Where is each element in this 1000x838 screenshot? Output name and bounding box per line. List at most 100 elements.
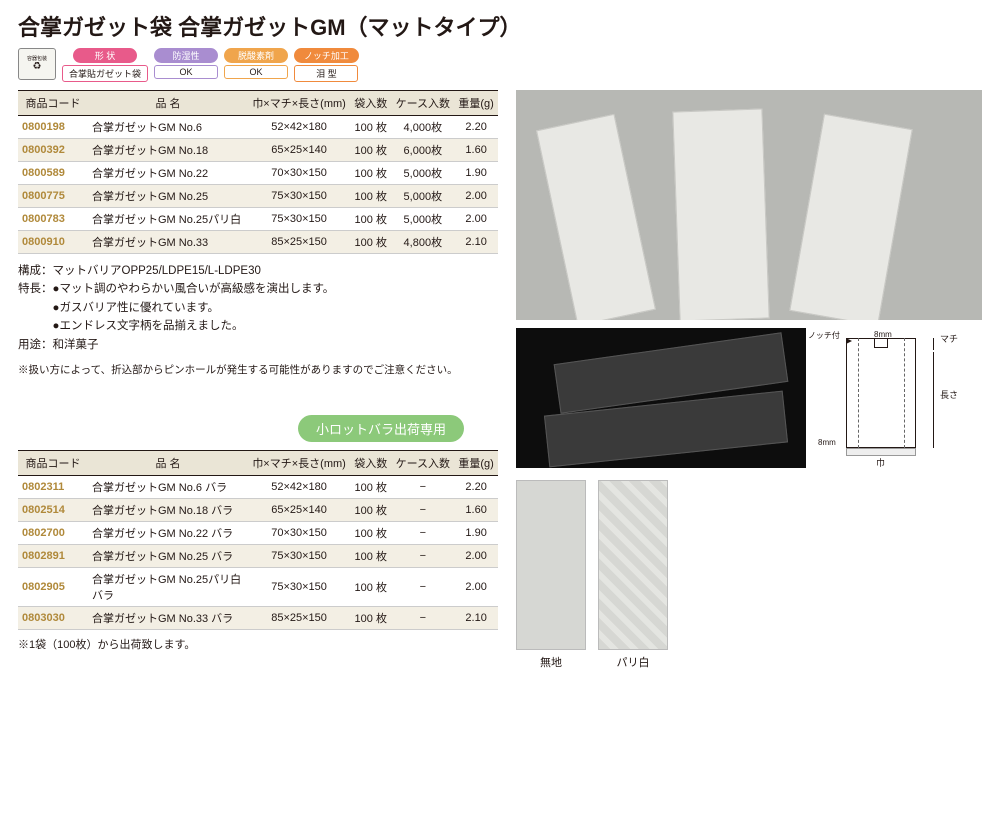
page-title: 合掌ガゼット袋 合掌ガゼットGM（マットタイプ） (18, 10, 982, 42)
dimension-diagram: 8mm ノッチ付 マチ 長さ 8mm 巾 (816, 328, 966, 468)
table-cell: 75×30×150 (248, 544, 350, 567)
table-header-cell: 巾×マチ×長さ(mm) (248, 91, 350, 116)
table-cell: 0800783 (18, 208, 88, 231)
table-cell: 5,000枚 (391, 162, 454, 185)
table-row: 0802700合掌ガゼットGM No.22 バラ70×30×150100 枚−1… (18, 521, 498, 544)
table-cell: 2.00 (454, 544, 498, 567)
table-cell: 100 枚 (350, 231, 391, 254)
features-label: 特長： (18, 283, 53, 295)
table-cell: 100 枚 (350, 567, 391, 606)
table-cell: 合掌ガゼットGM No.18 (88, 139, 248, 162)
table-cell: − (391, 521, 454, 544)
property-badge: ノッチ加工泪 型 (294, 48, 359, 82)
table-cell: 65×25×140 (248, 498, 350, 521)
table-cell: 65×25×140 (248, 139, 350, 162)
table-cell: 合掌ガゼットGM No.33 バラ (88, 606, 248, 629)
table-header-cell: 袋入数 (350, 91, 391, 116)
table-cell: 2.10 (454, 231, 498, 254)
table-cell: 75×30×150 (248, 208, 350, 231)
table-cell: 70×30×150 (248, 162, 350, 185)
table-row: 0800783合掌ガゼットGM No.25パリ白75×30×150100 枚5,… (18, 208, 498, 231)
spec-table-1: 商品コード品 名巾×マチ×長さ(mm)袋入数ケース入数重量(g) 0800198… (18, 90, 498, 254)
table-cell: 75×30×150 (248, 567, 350, 606)
table-cell: 合掌ガゼットGM No.25 バラ (88, 544, 248, 567)
table-cell: 0802905 (18, 567, 88, 606)
table-cell: 85×25×150 (248, 231, 350, 254)
badge-label-top: ノッチ加工 (294, 48, 359, 63)
property-badge: 形 状合掌貼ガゼット袋 (62, 48, 148, 82)
table-cell: 0800910 (18, 231, 88, 254)
table-cell: 85×25×150 (248, 606, 350, 629)
table-header-cell: 商品コード (18, 450, 88, 475)
table-cell: 52×42×180 (248, 116, 350, 139)
table-cell: 2.10 (454, 606, 498, 629)
spec-table-2: 商品コード品 名巾×マチ×長さ(mm)袋入数ケース入数重量(g) 0802311… (18, 450, 498, 630)
table-cell: − (391, 567, 454, 606)
table-header-cell: 袋入数 (350, 450, 391, 475)
product-photo-dark (516, 328, 806, 468)
property-badge: 脱酸素剤OK (224, 48, 288, 82)
feature-line: ●ガスバリア性に優れています。 (53, 302, 219, 314)
table-cell: 100 枚 (350, 475, 391, 498)
small-lot-tag: 小ロットバラ出荷専用 (298, 415, 464, 442)
table-header-cell: 重量(g) (454, 91, 498, 116)
property-badge: 防湿性 OK (154, 48, 218, 82)
table-row: 0800910合掌ガゼットGM No.3385×25×150100 枚4,800… (18, 231, 498, 254)
dim-label-8mm-bot: 8mm (818, 438, 836, 447)
table-row: 0802891合掌ガゼットGM No.25 バラ75×30×150100 枚−2… (18, 544, 498, 567)
table-cell: 0803030 (18, 606, 88, 629)
table-cell: 100 枚 (350, 116, 391, 139)
badge-label-top: 形 状 (73, 48, 137, 63)
badge-label-bottom: OK (154, 65, 218, 79)
swatch-plain (516, 480, 586, 650)
table-cell: 100 枚 (350, 498, 391, 521)
dim-label-machi: マチ (940, 332, 958, 345)
table-cell: 100 枚 (350, 521, 391, 544)
table-cell: − (391, 475, 454, 498)
table-cell: 2.20 (454, 475, 498, 498)
cert-mark-icon: 容器包装 ♻ (18, 48, 56, 80)
dim-label-8mm-top: 8mm (874, 330, 892, 339)
badge-label-top: 脱酸素剤 (224, 48, 288, 63)
table-header-cell: 重量(g) (454, 450, 498, 475)
table-cell: 0800775 (18, 185, 88, 208)
description: 構成：マットバリアOPP25/LDPE15/L-LDPE30 特長：●マット調の… (18, 262, 498, 354)
table-cell: 合掌ガゼットGM No.25パリ白 バラ (88, 567, 248, 606)
table-cell: 2.00 (454, 185, 498, 208)
table-cell: 100 枚 (350, 139, 391, 162)
table-header-cell: 品 名 (88, 91, 248, 116)
table-row: 0802514合掌ガゼットGM No.18 バラ65×25×140100 枚−1… (18, 498, 498, 521)
table-cell: − (391, 544, 454, 567)
table-header-cell: 巾×マチ×長さ(mm) (248, 450, 350, 475)
table-cell: 2.20 (454, 116, 498, 139)
table-cell: 0800589 (18, 162, 88, 185)
table-header-cell: 商品コード (18, 91, 88, 116)
dim-label-notch: ノッチ付 (808, 330, 840, 341)
swatch-pariwhite (598, 480, 668, 650)
table-cell: 6,000枚 (391, 139, 454, 162)
warning-note: ※扱い方によって、折込部からピンホールが発生する可能性がありますのでご注意くださ… (18, 362, 498, 377)
table-cell: 4,800枚 (391, 231, 454, 254)
table-cell: 2.00 (454, 208, 498, 231)
table-cell: 1.60 (454, 139, 498, 162)
table-cell: 2.00 (454, 567, 498, 606)
table-cell: 0800392 (18, 139, 88, 162)
badge-label-bottom: 泪 型 (294, 65, 358, 82)
table-cell: 合掌ガゼットGM No.33 (88, 231, 248, 254)
table-cell: 100 枚 (350, 185, 391, 208)
badge-label-bottom: 合掌貼ガゼット袋 (62, 65, 148, 82)
table-cell: 70×30×150 (248, 521, 350, 544)
badge-row: 容器包装 ♻ 形 状合掌貼ガゼット袋防湿性OK脱酸素剤OKノッチ加工泪 型 (18, 48, 982, 82)
table-cell: 75×30×150 (248, 185, 350, 208)
swatch-label-plain: 無地 (540, 654, 562, 670)
table-cell: 1.90 (454, 521, 498, 544)
dim-label-length: 長さ (940, 388, 958, 401)
table-row: 0802905合掌ガゼットGM No.25パリ白 バラ75×30×150100 … (18, 567, 498, 606)
table-cell: 100 枚 (350, 606, 391, 629)
swatch-label-pariwhite: パリ白 (617, 654, 650, 670)
shipping-footnote: ※1袋（100枚）から出荷致します。 (18, 636, 498, 652)
table-row: 0800775合掌ガゼットGM No.2575×30×150100 枚5,000… (18, 185, 498, 208)
table-cell: 合掌ガゼットGM No.6 (88, 116, 248, 139)
badge-label-top: 防湿性 (154, 48, 218, 63)
table-row: 0800198合掌ガゼットGM No.652×42×180100 枚4,000枚… (18, 116, 498, 139)
